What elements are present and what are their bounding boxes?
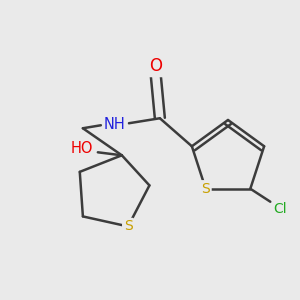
Text: O: O [149,57,162,75]
Text: NH: NH [104,117,126,132]
Text: S: S [201,182,210,196]
Text: HO: HO [70,141,93,156]
Text: Cl: Cl [274,202,287,216]
Text: S: S [124,219,132,233]
